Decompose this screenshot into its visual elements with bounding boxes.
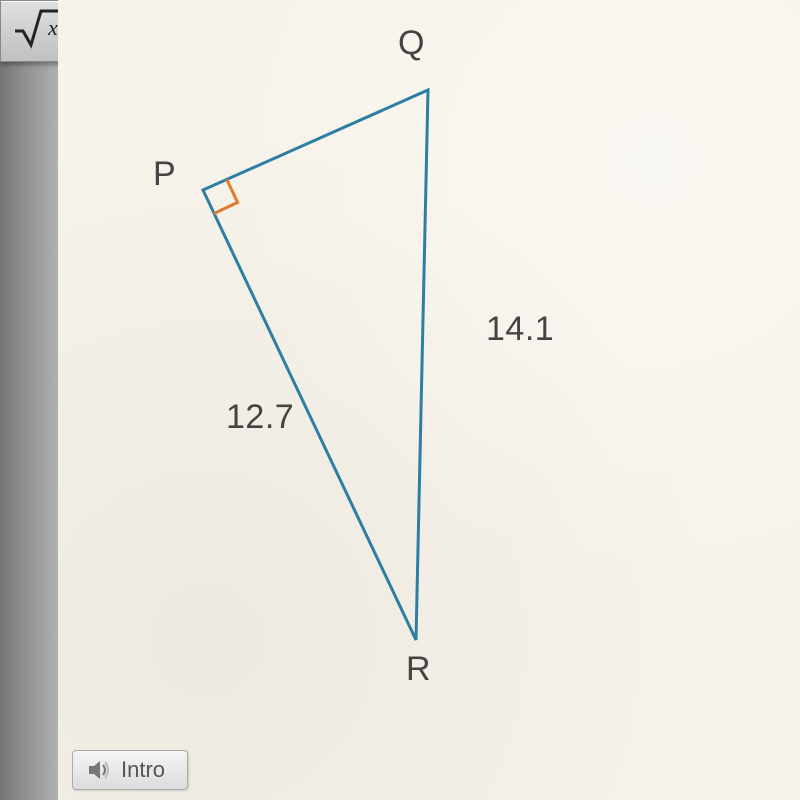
vertex-label-q: Q — [398, 24, 425, 63]
vertex-label-p: P — [153, 155, 176, 194]
vertex-label-r: R — [406, 650, 431, 689]
side-label-pr: 12.7 — [226, 398, 294, 437]
sqrt-variable: x — [47, 15, 58, 40]
speaker-icon — [87, 759, 111, 781]
triangle-pqr — [203, 90, 428, 640]
screen-edge — [0, 0, 58, 800]
intro-button-label: Intro — [121, 757, 165, 783]
side-label-qr: 14.1 — [486, 310, 554, 349]
geometry-canvas: Q P R 14.1 12.7 — [58, 0, 800, 800]
intro-button[interactable]: Intro — [72, 750, 188, 790]
